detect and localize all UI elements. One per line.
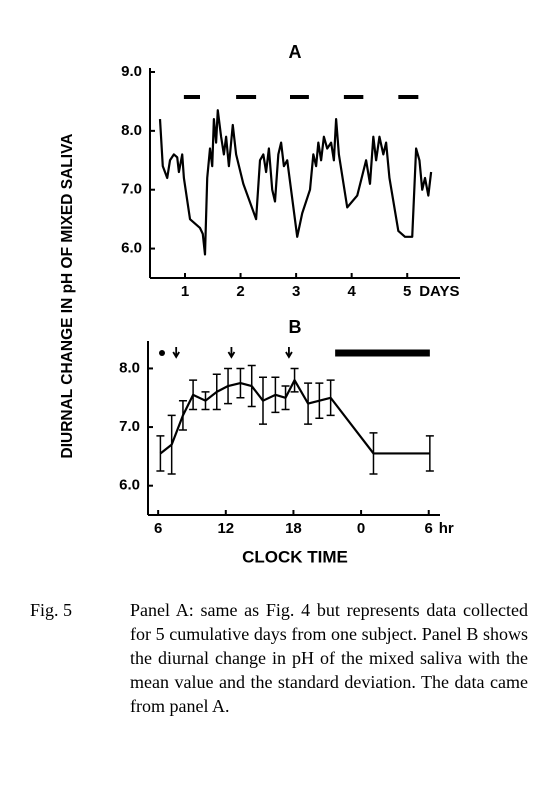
x-tick-label: 1 — [181, 283, 189, 300]
y-tick-label: 7.0 — [121, 181, 142, 198]
error-bar — [212, 373, 221, 411]
arrow — [227, 347, 236, 359]
error-bar — [315, 382, 324, 420]
error-bar — [369, 432, 378, 475]
y-tick-label: 9.0 — [121, 63, 142, 80]
panel-title: B — [289, 317, 302, 337]
x-tick-label: 12 — [217, 520, 234, 537]
x-tick-label: 5 — [403, 283, 411, 300]
error-bar — [201, 391, 210, 411]
error-bar — [290, 367, 299, 393]
error-bar — [247, 364, 256, 408]
y-axis-label: DIURNAL CHANGE IN pH OF MIXED SALIVA — [59, 134, 76, 459]
x-tick-label: 2 — [236, 283, 244, 300]
y-tick-label: 6.0 — [119, 477, 140, 494]
caption: Fig. 5 Panel A: same as Fig. 4 but repre… — [30, 598, 528, 718]
error-bar — [326, 379, 335, 417]
y-tick-label: 8.0 — [121, 122, 142, 139]
panel-title: A — [289, 42, 302, 62]
x-tick-label: 3 — [292, 283, 300, 300]
x-tick-label: 4 — [347, 283, 356, 300]
y-tick-label: 7.0 — [119, 418, 140, 435]
data-line — [159, 379, 430, 455]
error-bar — [178, 399, 187, 431]
error-bar — [189, 379, 198, 411]
arrow — [172, 347, 180, 359]
error-bar — [156, 435, 165, 472]
error-bar — [271, 376, 280, 414]
x-tick-label: 6 — [154, 520, 162, 537]
marker-dot — [159, 350, 165, 356]
arrow — [285, 347, 293, 359]
x-axis-label: CLOCK TIME — [242, 547, 348, 566]
error-bar — [224, 367, 233, 405]
y-tick-label: 8.0 — [119, 359, 140, 376]
x-tick-label: 18 — [285, 520, 302, 537]
error-bar — [304, 382, 313, 425]
x-axis-label: DAYS — [419, 283, 459, 300]
data-line — [158, 109, 433, 256]
error-bar — [236, 367, 245, 399]
caption-label: Fig. 5 — [30, 600, 73, 620]
x-tick-label: 6 — [425, 520, 433, 537]
error-bar — [258, 376, 267, 425]
x-tick-label: 0 — [357, 520, 365, 537]
error-bar — [281, 385, 290, 411]
x-unit: hr — [439, 520, 454, 537]
y-tick-label: 6.0 — [121, 240, 142, 257]
error-bar — [167, 414, 176, 475]
error-bar — [425, 435, 434, 472]
caption-text: Panel A: same as Fig. 4 but represents d… — [130, 600, 528, 716]
